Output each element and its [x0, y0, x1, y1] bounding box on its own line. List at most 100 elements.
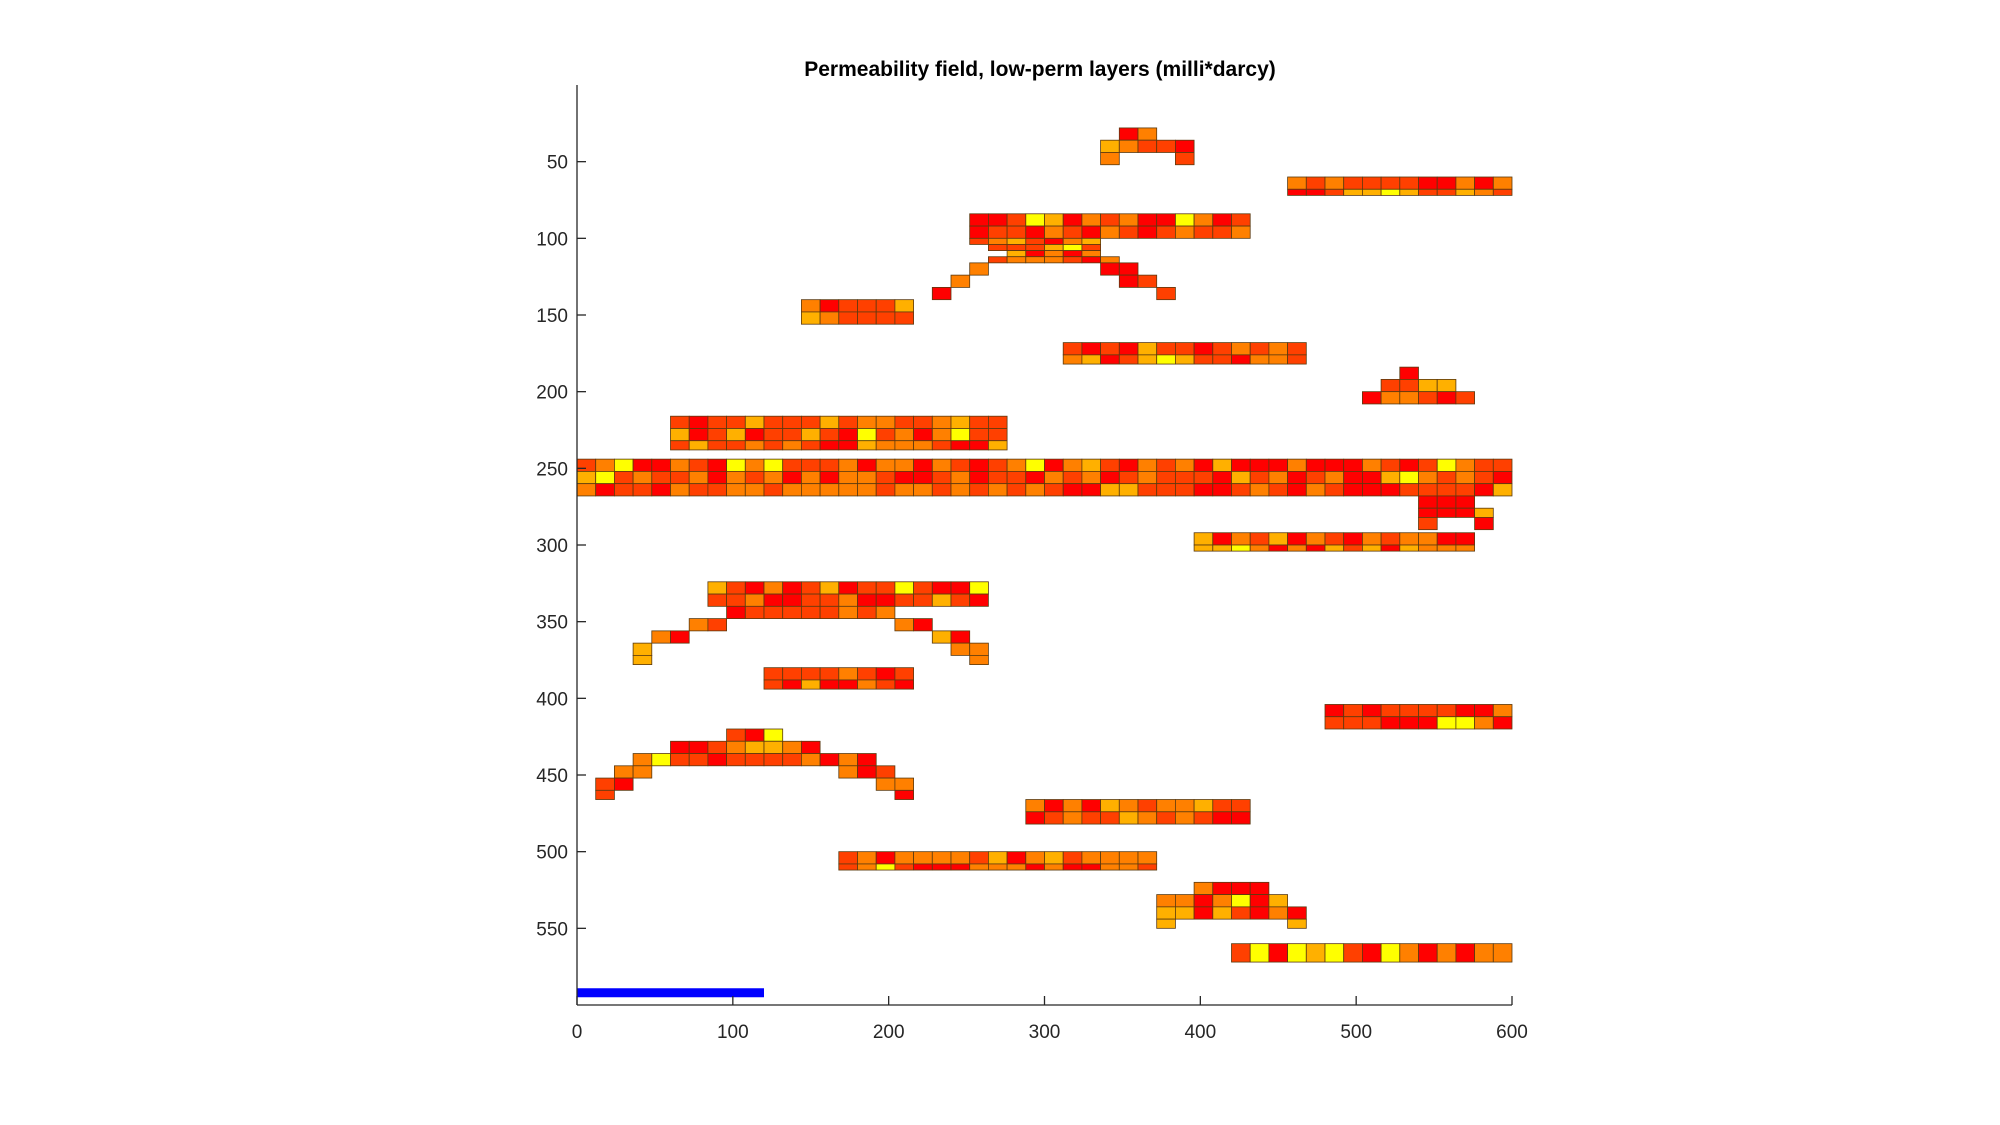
perm-cell: [595, 777, 615, 791]
perm-cell: [1212, 213, 1232, 227]
perm-cell: [1324, 532, 1345, 546]
perm-cell: [1044, 213, 1064, 227]
perm-cell: [931, 440, 952, 451]
perm-cell: [801, 593, 821, 607]
perm-cell: [744, 483, 765, 497]
perm-cell: [763, 667, 784, 681]
perm-cell: [838, 311, 858, 325]
perm-cell: [857, 863, 877, 871]
perm-cell: [782, 428, 802, 442]
perm-cell: [969, 415, 989, 429]
perm-cell: [1324, 458, 1345, 472]
perm-cell: [707, 483, 728, 497]
perm-cell: [1436, 458, 1457, 472]
perm-cell: [931, 483, 952, 497]
perm-cell: [1380, 470, 1401, 485]
perm-cell: [1436, 507, 1457, 518]
perm-cell: [988, 440, 1008, 451]
perm-cell: [1137, 274, 1158, 288]
perm-cell: [819, 483, 840, 497]
perm-cell: [969, 581, 989, 595]
perm-cell: [969, 593, 989, 607]
perm-cell: [1436, 544, 1457, 552]
perm-cell: [1025, 458, 1045, 472]
perm-cell: [1268, 354, 1289, 365]
y-tick-label: 450: [536, 766, 568, 787]
perm-cell: [1362, 943, 1382, 963]
perm-cell: [1100, 225, 1120, 239]
perm-cell: [1081, 237, 1102, 245]
perm-cell: [1006, 213, 1027, 227]
perm-cell: [1044, 863, 1064, 871]
perm-cell: [1212, 342, 1232, 356]
perm-cell: [1044, 799, 1064, 813]
perm-cell: [913, 428, 933, 442]
perm-cell: [707, 581, 728, 595]
perm-cell: [614, 470, 634, 485]
perm-cell: [857, 299, 877, 313]
perm-cell: [969, 428, 989, 442]
perm-cell: [913, 458, 933, 472]
perm-cell: [1362, 188, 1382, 196]
perm-cell: [1399, 366, 1419, 380]
perm-cell: [1081, 799, 1102, 813]
perm-cell: [1118, 458, 1139, 472]
perm-cell: [1418, 495, 1438, 509]
perm-cell: [950, 470, 971, 485]
perm-cell: [1118, 225, 1139, 239]
perm-cell: [819, 415, 840, 429]
perm-cell: [1044, 250, 1064, 258]
perm-cell: [1305, 176, 1326, 190]
perm-cell: [1006, 483, 1027, 497]
perm-cell: [857, 679, 877, 690]
perm-cell: [688, 618, 709, 632]
perm-cell: [1062, 250, 1083, 258]
perm-cell: [988, 256, 1008, 264]
perm-cell: [726, 581, 746, 595]
perm-cell: [1436, 495, 1457, 509]
perm-cell: [969, 262, 989, 276]
perm-cell: [651, 753, 671, 767]
perm-cell: [1081, 863, 1102, 871]
perm-cell: [801, 299, 821, 313]
x-tick-label: 600: [1496, 1022, 1528, 1043]
y-tick-label: 50: [547, 153, 568, 174]
perm-cell: [763, 581, 784, 595]
perm-cell: [670, 753, 690, 767]
perm-cell: [1118, 863, 1139, 871]
perm-cell: [1212, 881, 1232, 896]
perm-cell: [1418, 507, 1438, 518]
perm-cell: [1137, 483, 1158, 497]
y-tick-label: 150: [536, 306, 568, 327]
perm-cell: [1175, 811, 1195, 825]
perm-cell: [838, 593, 858, 607]
perm-cell: [1305, 458, 1326, 472]
perm-cell: [763, 440, 784, 451]
perm-cell: [1399, 378, 1419, 393]
perm-cell: [726, 428, 746, 442]
perm-cell: [969, 655, 989, 666]
perm-cell: [1006, 244, 1027, 252]
perm-cell: [1455, 458, 1476, 472]
perm-cell: [763, 458, 784, 472]
perm-cell: [1044, 851, 1064, 865]
perm-cell: [782, 440, 802, 451]
perm-cell: [1025, 863, 1045, 871]
perm-cell: [1081, 458, 1102, 472]
perm-cell: [1100, 262, 1120, 276]
perm-cell: [1343, 470, 1363, 485]
perm-cell: [1175, 458, 1195, 472]
perm-cell: [1436, 188, 1457, 196]
y-tick-label: 300: [536, 536, 568, 557]
perm-cell: [651, 483, 671, 497]
perm-cell: [1175, 213, 1195, 227]
perm-cell: [595, 789, 615, 800]
perm-cell: [857, 765, 877, 779]
perm-cell: [819, 605, 840, 620]
perm-cell: [1006, 863, 1027, 871]
perm-cell: [1081, 851, 1102, 865]
perm-cell: [670, 458, 690, 472]
perm-cell: [913, 440, 933, 451]
perm-cell: [1156, 213, 1176, 227]
perm-cell: [1249, 881, 1270, 896]
